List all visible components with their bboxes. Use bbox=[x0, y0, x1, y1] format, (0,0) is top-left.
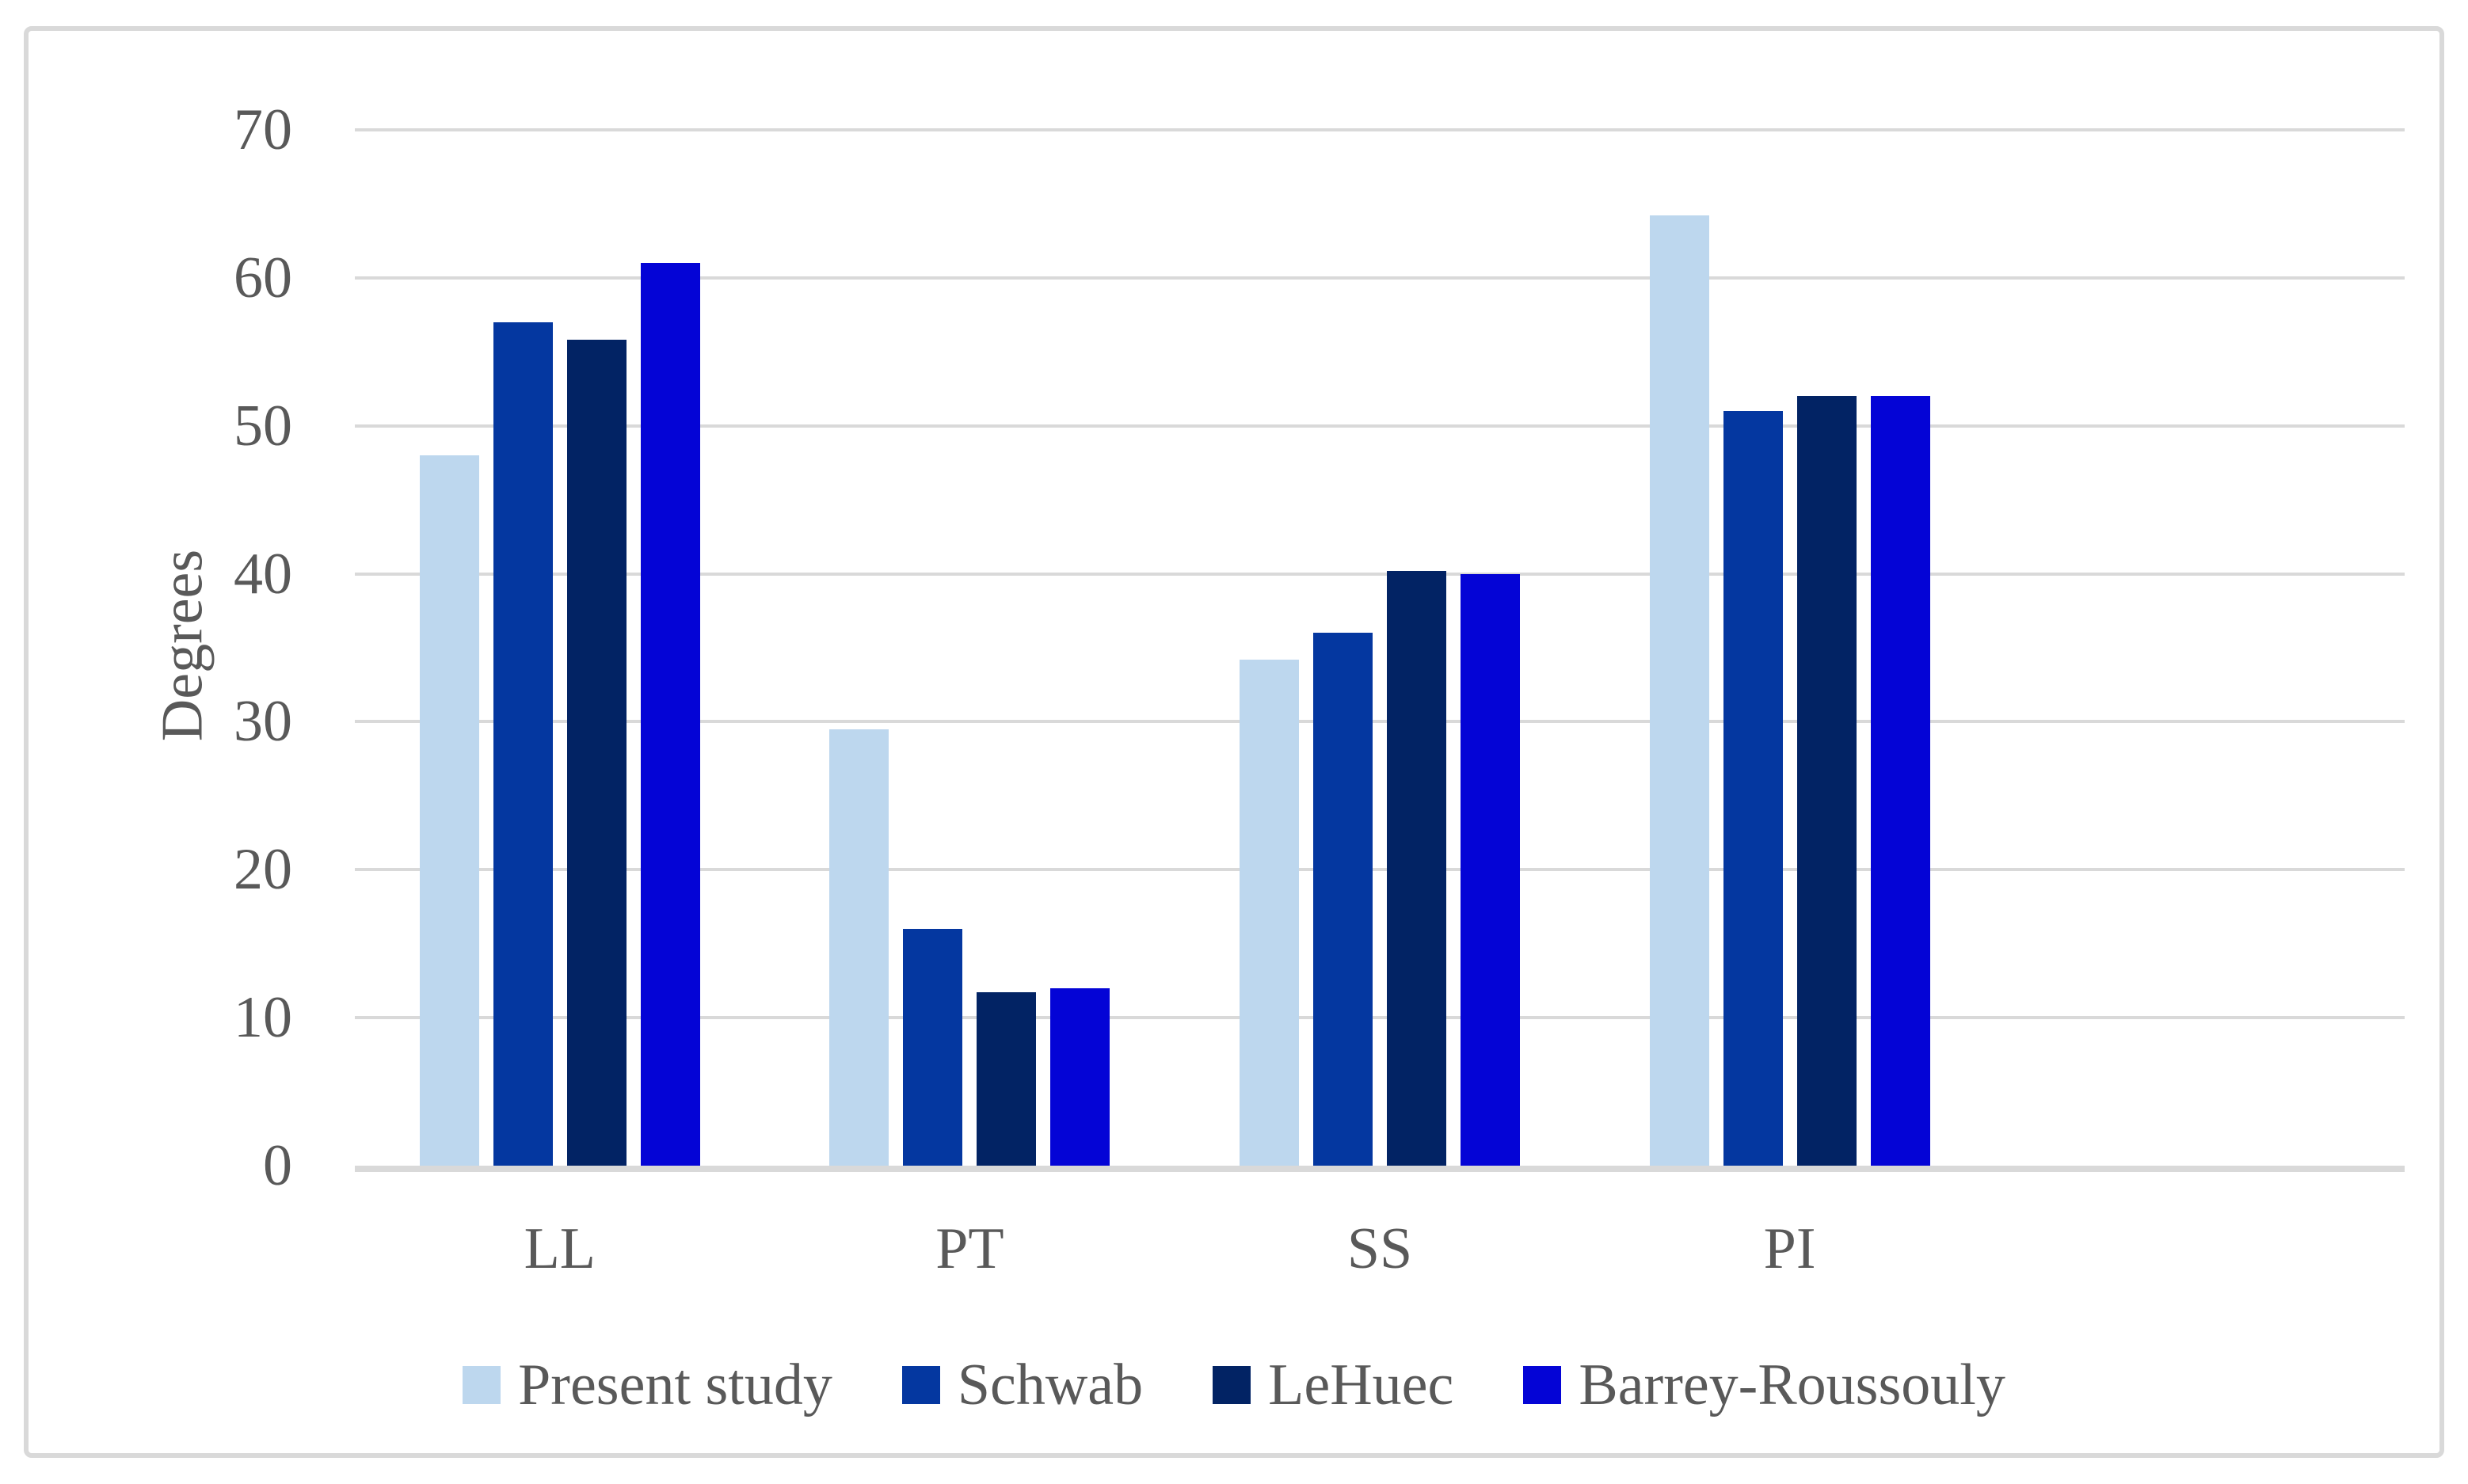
bar-group-PI bbox=[1585, 130, 1995, 1166]
plot-area bbox=[355, 128, 2405, 1172]
legend-label-schwab: Schwab bbox=[957, 1353, 1144, 1417]
bar-lehuec-LL bbox=[566, 340, 627, 1166]
y-tick-label-30: 30 bbox=[234, 689, 292, 755]
bar-barrey-roussouly-PI bbox=[1870, 396, 1930, 1166]
legend: Present study Schwab LeHuec Barrey-Roussoul… bbox=[29, 1352, 2439, 1418]
bar-present-study-PT bbox=[829, 729, 889, 1166]
y-tick-label-0: 0 bbox=[263, 1133, 292, 1198]
x-axis-category-labels: LL PT SS PI bbox=[355, 1217, 2405, 1280]
x-label-PT: PT bbox=[935, 1216, 1004, 1281]
gridline-60 bbox=[355, 276, 2405, 280]
legend-item-present-study: Present study bbox=[463, 1352, 832, 1418]
bar-barrey-roussouly-LL bbox=[640, 263, 700, 1166]
bar-schwab-LL bbox=[493, 322, 553, 1166]
x-label-LL: LL bbox=[524, 1216, 596, 1281]
legend-item-barrey-roussouly: Barrey-Roussouly bbox=[1523, 1352, 2005, 1418]
bar-lehuec-SS bbox=[1386, 570, 1446, 1166]
y-tick-label-20: 20 bbox=[234, 837, 292, 903]
legend-label-present-study: Present study bbox=[518, 1353, 832, 1417]
bar-group-SS bbox=[1175, 130, 1585, 1166]
gridline-40 bbox=[355, 572, 2405, 576]
bar-groups bbox=[355, 130, 2405, 1166]
bar-schwab-SS bbox=[1312, 633, 1373, 1166]
y-axis-title: Degrees bbox=[150, 549, 215, 742]
bar-barrey-roussouly-SS bbox=[1460, 573, 1520, 1166]
x-axis-line bbox=[355, 1166, 2405, 1172]
bar-lehuec-PI bbox=[1796, 396, 1857, 1166]
gridline-50 bbox=[355, 424, 2405, 428]
legend-label-lehuec: LeHuec bbox=[1268, 1353, 1454, 1417]
bar-group-PT bbox=[765, 130, 1175, 1166]
y-axis-tick-labels: 0 10 20 30 40 50 60 70 bbox=[29, 101, 292, 1195]
legend-swatch-icon-lehuec bbox=[1213, 1366, 1251, 1404]
x-label-SS: SS bbox=[1346, 1216, 1413, 1281]
bar-schwab-PI bbox=[1723, 411, 1783, 1166]
bar-group-LL bbox=[355, 130, 765, 1166]
bar-present-study-LL bbox=[419, 455, 479, 1166]
y-tick-label-40: 40 bbox=[234, 541, 292, 607]
bar-present-study-SS bbox=[1239, 659, 1299, 1166]
legend-item-schwab: Schwab bbox=[901, 1352, 1144, 1418]
chart-frame: 0 10 20 30 40 50 60 70 Degrees LL PT SS PI Present… bbox=[24, 26, 2444, 1458]
legend-swatch-icon-barrey-roussouly bbox=[1523, 1366, 1562, 1404]
x-label-empty bbox=[1994, 1217, 2405, 1280]
bar-schwab-PT bbox=[903, 929, 963, 1166]
x-label-PI: PI bbox=[1763, 1216, 1816, 1281]
gridline-30 bbox=[355, 720, 2405, 724]
y-tick-label-50: 50 bbox=[234, 393, 292, 459]
legend-swatch-icon-present-study bbox=[463, 1366, 501, 1404]
legend-swatch-icon-schwab bbox=[901, 1366, 940, 1404]
gridline-70 bbox=[355, 128, 2405, 131]
legend-label-barrey-roussouly: Barrey-Roussouly bbox=[1579, 1353, 2005, 1417]
gridline-20 bbox=[355, 868, 2405, 872]
y-tick-label-70: 70 bbox=[234, 97, 292, 162]
gridline-10 bbox=[355, 1016, 2405, 1020]
bar-present-study-PI bbox=[1649, 215, 1709, 1166]
bar-barrey-roussouly-PT bbox=[1050, 987, 1110, 1166]
bar-group-empty bbox=[1994, 130, 2405, 1166]
bar-lehuec-PT bbox=[977, 992, 1037, 1166]
y-tick-label-10: 10 bbox=[234, 985, 292, 1051]
y-tick-label-60: 60 bbox=[234, 245, 292, 310]
legend-item-lehuec: LeHuec bbox=[1213, 1352, 1453, 1418]
